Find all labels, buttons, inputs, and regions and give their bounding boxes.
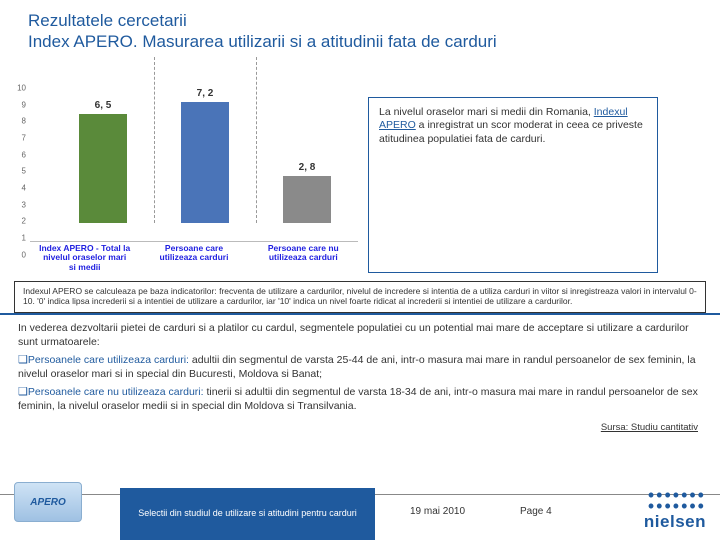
bar xyxy=(283,176,331,223)
bar-column: 6, 5 xyxy=(60,100,146,223)
bar xyxy=(79,114,127,223)
ytick: 6 xyxy=(22,150,26,159)
separator-dash xyxy=(154,57,155,223)
bullet-lead: Persoanele care nu utilizeaza carduri: xyxy=(28,386,204,398)
source-label: Sursa: Studiu cantitativ xyxy=(0,416,720,433)
bullet-icon: ❑ xyxy=(18,354,28,366)
bar xyxy=(181,102,229,222)
bullet-item: ❑Persoanele care nu utilizeaza carduri: … xyxy=(0,383,720,415)
x-axis-labels: Index APERO - Total la nivelul oraselor … xyxy=(30,244,358,273)
nielsen-dots-icon: •••••••••••••• xyxy=(644,490,706,512)
methodology-box: Indexul APERO se calculeaza pe baza indi… xyxy=(14,281,706,313)
footer-subtitle: Selectii din studiul de utilizare si ati… xyxy=(120,488,375,540)
nielsen-logo: •••••••••••••• nielsen xyxy=(644,490,706,532)
chart-plot: 6, 5 7, 2 2, 8 xyxy=(52,57,358,223)
title-line1: Rezultatele cercetarii xyxy=(28,11,187,30)
bar-column: 2, 8 xyxy=(264,162,350,223)
apero-logo: APERO xyxy=(14,482,82,522)
ytick: 1 xyxy=(22,234,26,243)
chart-row: 0 1 2 3 4 5 6 7 8 9 10 6, 5 7, 2 2, 8 Index APERO - … xyxy=(0,57,720,273)
separator-dash xyxy=(256,57,257,223)
ytick: 9 xyxy=(22,100,26,109)
x-label: Persoane care utilizeaza carduri xyxy=(148,244,240,273)
callout-post: a inregistrat un scor moderat in ceea ce… xyxy=(379,119,643,145)
bar-value-label: 7, 2 xyxy=(197,88,214,99)
bar-column: 7, 2 xyxy=(162,88,248,222)
bar-chart: 0 1 2 3 4 5 6 7 8 9 10 6, 5 7, 2 2, 8 Index APERO - … xyxy=(8,57,358,273)
bullet-item: ❑Persoanele care utilizeaza carduri: adu… xyxy=(0,351,720,383)
footer: APERO Selectii din studiul de utilizare … xyxy=(0,488,720,540)
x-label: Persoane care nu utilizeaza carduri xyxy=(257,244,349,273)
bullet-list: ❑Persoanele care utilizeaza carduri: adu… xyxy=(0,351,720,416)
y-axis: 012345678910 xyxy=(8,57,28,255)
ytick: 5 xyxy=(22,167,26,176)
ytick: 2 xyxy=(22,217,26,226)
ytick: 7 xyxy=(22,133,26,142)
slide-title: Rezultatele cercetarii Index APERO. Masu… xyxy=(0,0,720,57)
x-label: Index APERO - Total la nivelul oraselor … xyxy=(39,244,131,273)
ytick: 8 xyxy=(22,117,26,126)
body-intro: In vederea dezvoltarii pietei de carduri… xyxy=(0,315,720,351)
ytick: 4 xyxy=(22,184,26,193)
ytick: 0 xyxy=(22,250,26,259)
ytick: 3 xyxy=(22,200,26,209)
bullet-icon: ❑ xyxy=(18,386,28,398)
ytick: 10 xyxy=(17,83,26,92)
bar-value-label: 6, 5 xyxy=(95,100,112,111)
footer-page: Page 4 xyxy=(520,506,552,517)
title-line2: Index APERO. Masurarea utilizarii si a a… xyxy=(28,32,497,51)
footer-date: 19 mai 2010 xyxy=(410,506,465,517)
callout-pre: La nivelul oraselor mari si medii din Ro… xyxy=(379,106,594,118)
nielsen-text: nielsen xyxy=(644,512,706,532)
bullet-lead: Persoanele care utilizeaza carduri: xyxy=(28,354,189,366)
callout-box: La nivelul oraselor mari si medii din Ro… xyxy=(368,97,658,273)
bar-value-label: 2, 8 xyxy=(299,162,316,173)
